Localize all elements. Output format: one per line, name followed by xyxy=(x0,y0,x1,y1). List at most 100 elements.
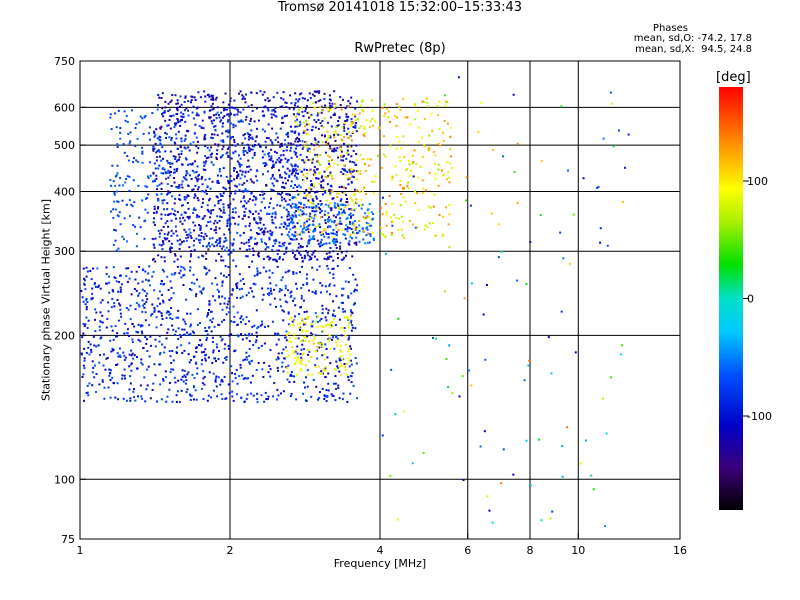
data-point xyxy=(335,335,338,338)
data-point xyxy=(205,267,208,270)
data-point xyxy=(233,315,236,318)
data-point xyxy=(172,213,175,216)
data-point xyxy=(332,229,335,232)
data-point xyxy=(153,135,156,138)
data-point xyxy=(175,102,178,105)
data-point xyxy=(343,310,346,313)
data-point xyxy=(169,165,172,168)
data-point xyxy=(188,393,191,396)
data-point xyxy=(223,375,226,378)
data-point xyxy=(179,217,182,220)
data-point xyxy=(247,138,250,141)
data-point xyxy=(218,207,221,210)
data-point xyxy=(82,399,85,402)
data-point xyxy=(218,116,221,119)
data-point xyxy=(159,351,162,354)
data-point xyxy=(317,177,320,180)
data-point xyxy=(273,258,276,261)
data-point xyxy=(158,290,161,293)
data-point xyxy=(162,241,165,244)
data-point xyxy=(351,113,354,116)
data-point xyxy=(195,145,198,148)
data-point xyxy=(314,215,317,218)
data-point xyxy=(272,258,275,261)
data-point xyxy=(109,178,112,181)
data-point xyxy=(345,224,348,227)
data-point xyxy=(342,159,345,162)
data-point xyxy=(191,95,194,98)
data-point xyxy=(109,116,112,119)
data-point xyxy=(306,133,309,136)
data-point xyxy=(399,180,402,183)
data-point xyxy=(177,309,180,312)
data-point xyxy=(151,275,154,278)
data-point xyxy=(316,168,319,171)
data-point xyxy=(336,213,339,216)
data-point xyxy=(325,142,328,145)
data-point xyxy=(184,137,187,140)
data-point xyxy=(329,193,332,196)
data-point xyxy=(98,361,101,364)
data-point xyxy=(241,205,244,208)
data-point xyxy=(202,216,205,219)
data-point xyxy=(271,165,274,168)
data-point xyxy=(257,226,260,229)
data-point xyxy=(286,161,289,164)
data-point xyxy=(99,301,102,304)
data-point xyxy=(271,141,274,144)
data-point xyxy=(347,295,350,298)
data-point xyxy=(442,174,445,177)
data-point xyxy=(320,370,323,373)
data-point xyxy=(289,373,292,376)
data-point xyxy=(302,299,305,302)
data-point xyxy=(235,265,238,268)
data-point xyxy=(380,232,383,235)
data-point xyxy=(116,172,119,175)
data-point xyxy=(333,317,336,320)
data-point xyxy=(298,361,301,364)
data-point xyxy=(187,233,190,236)
data-point xyxy=(353,188,356,191)
data-point xyxy=(333,221,336,224)
data-point xyxy=(214,377,217,380)
data-point xyxy=(245,202,248,205)
data-point xyxy=(179,269,182,272)
data-point xyxy=(284,182,287,185)
data-point xyxy=(325,389,328,392)
data-point xyxy=(173,209,176,212)
data-point xyxy=(256,170,259,173)
data-point xyxy=(291,130,294,133)
data-point xyxy=(288,380,291,383)
data-point xyxy=(330,255,333,258)
data-point xyxy=(336,366,339,369)
data-point xyxy=(317,398,320,401)
data-point xyxy=(336,337,339,340)
data-point xyxy=(302,131,305,134)
data-point xyxy=(161,317,164,320)
data-point xyxy=(227,273,230,276)
data-point xyxy=(210,396,213,399)
data-point xyxy=(119,286,122,289)
data-point xyxy=(317,203,320,206)
data-point xyxy=(153,162,156,165)
data-point xyxy=(184,96,187,99)
data-point xyxy=(279,161,282,164)
data-point xyxy=(369,219,372,222)
data-point xyxy=(143,237,146,240)
data-point xyxy=(260,394,263,397)
data-point xyxy=(350,315,353,318)
data-point xyxy=(218,237,221,240)
data-point xyxy=(298,192,301,195)
data-point xyxy=(194,176,197,179)
data-point xyxy=(213,357,216,360)
data-point xyxy=(233,178,236,181)
data-point xyxy=(221,116,224,119)
data-point xyxy=(172,114,175,117)
data-point xyxy=(539,214,542,217)
data-point xyxy=(336,365,339,368)
data-point xyxy=(269,229,272,232)
data-point xyxy=(316,268,319,271)
data-point xyxy=(355,241,358,244)
data-point xyxy=(394,165,397,168)
data-point xyxy=(145,342,148,345)
